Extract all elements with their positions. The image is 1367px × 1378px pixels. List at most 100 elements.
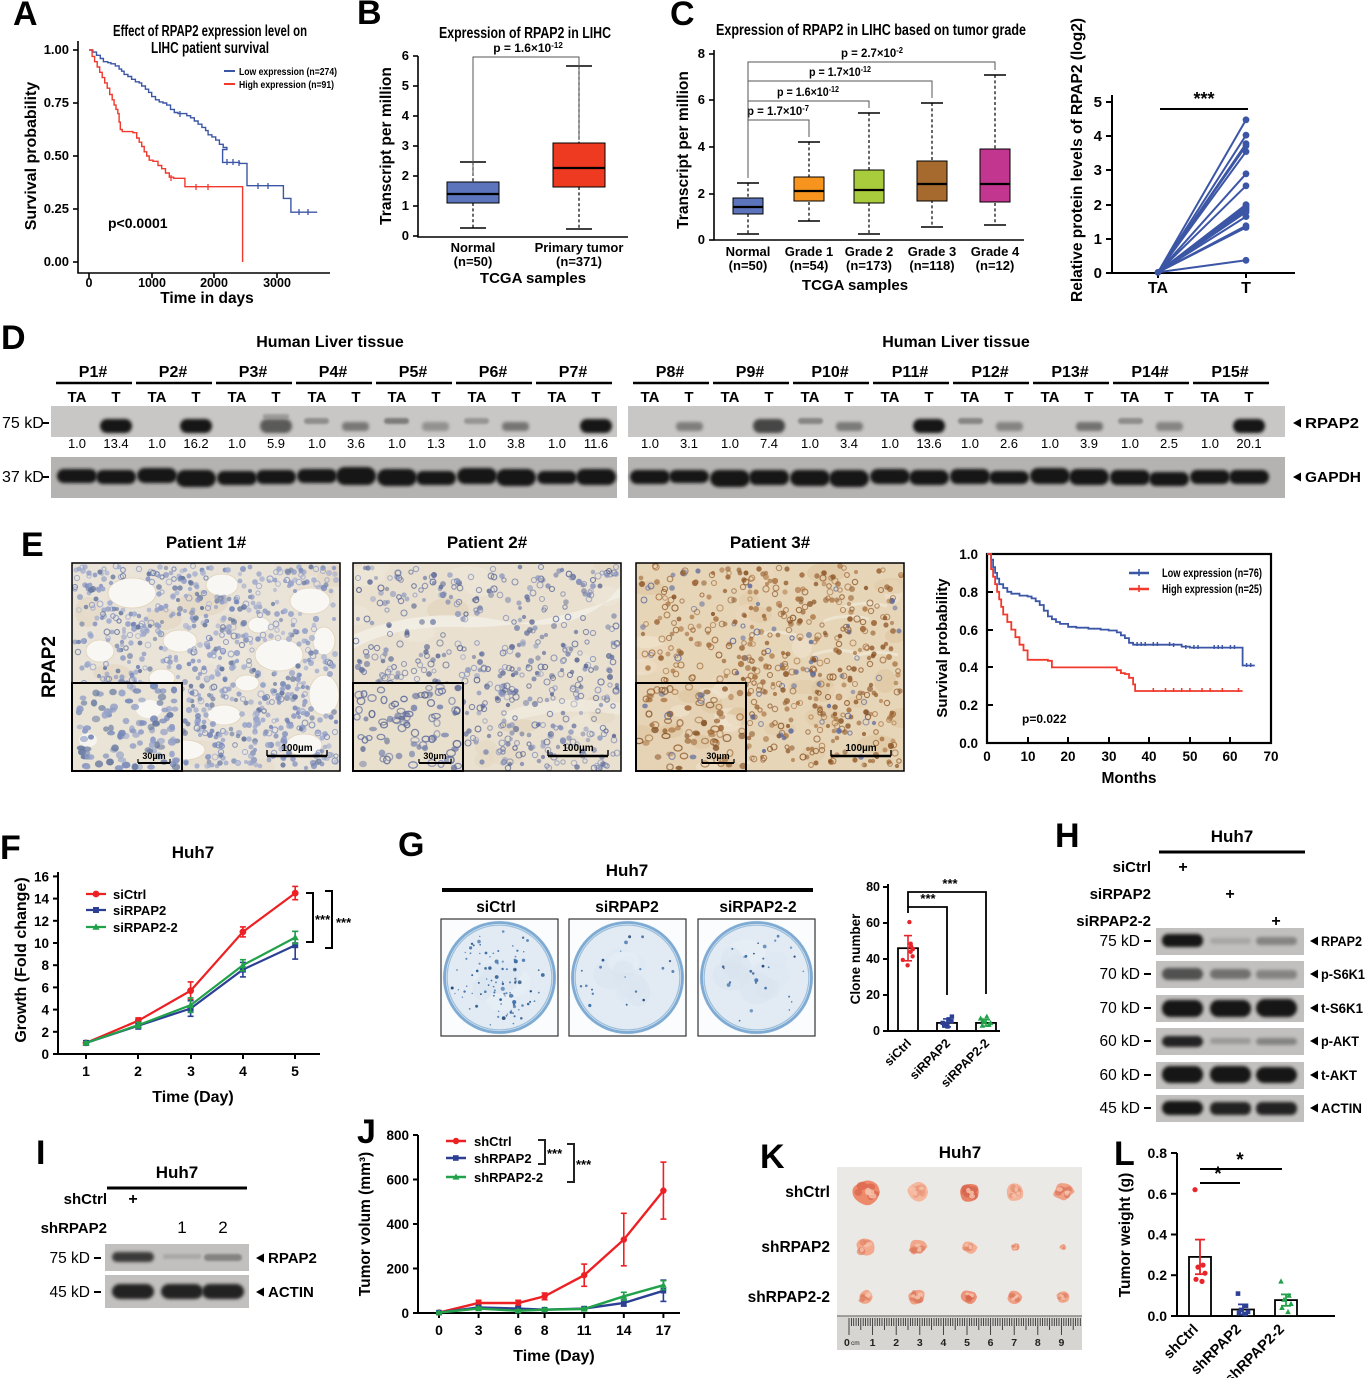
svg-text:(n=173): (n=173)	[846, 258, 892, 273]
svg-text:1.0: 1.0	[548, 436, 566, 451]
svg-text:TA: TA	[148, 389, 167, 406]
svg-text:TA: TA	[388, 389, 407, 406]
svg-text:70 kD: 70 kD	[1100, 966, 1141, 983]
svg-text:13.6: 13.6	[916, 436, 941, 451]
svg-text:TA: TA	[1121, 389, 1140, 406]
svg-text:***: ***	[547, 1146, 563, 1161]
svg-text:16.2: 16.2	[183, 436, 208, 451]
svg-text:3: 3	[187, 1063, 195, 1079]
svg-text:T: T	[924, 389, 933, 406]
svg-text:45 kD: 45 kD	[1100, 1100, 1141, 1117]
svg-text:siRPAP2: siRPAP2	[595, 899, 658, 916]
svg-text:Human Liver tissue: Human Liver tissue	[256, 334, 404, 351]
svg-text:1.0: 1.0	[228, 436, 246, 451]
svg-text:1.0: 1.0	[68, 436, 86, 451]
svg-text:T: T	[1244, 389, 1253, 406]
svg-text:Expression of RPAP2 in LIHC ba: Expression of RPAP2 in LIHC based on tum…	[716, 22, 1026, 39]
svg-text:20.1: 20.1	[1236, 436, 1261, 451]
svg-text:Effect of RPAP2 expression lev: Effect of RPAP2 expression level on	[113, 23, 307, 40]
svg-text:Huh7: Huh7	[939, 1143, 982, 1162]
svg-text:Low expression (n=274): Low expression (n=274)	[239, 66, 337, 78]
svg-text:0.8: 0.8	[1148, 1145, 1168, 1161]
svg-text:200: 200	[386, 1262, 409, 1277]
svg-text:T: T	[764, 389, 773, 406]
svg-text:2: 2	[41, 1025, 49, 1040]
svg-text:2: 2	[893, 1337, 899, 1349]
svg-text:0.50: 0.50	[44, 148, 69, 163]
svg-text:0: 0	[698, 232, 705, 247]
svg-text:Expression of RPAP2 in LIHC: Expression of RPAP2 in LIHC	[439, 25, 611, 42]
svg-text:Relative protein levels of RPA: Relative protein levels of RPAP2 (log2)	[1069, 18, 1086, 302]
svg-text:shCtrl: shCtrl	[785, 1184, 830, 1201]
svg-text:T: T	[111, 389, 120, 406]
svg-text:6: 6	[402, 48, 409, 63]
svg-text:Clone number: Clone number	[848, 913, 863, 1005]
svg-text:Grade 2: Grade 2	[845, 244, 893, 259]
svg-text:3.1: 3.1	[680, 436, 698, 451]
svg-text:20: 20	[866, 988, 880, 1002]
svg-text:2: 2	[1094, 197, 1102, 214]
svg-text:1.0: 1.0	[308, 436, 326, 451]
svg-text:Grade 4: Grade 4	[971, 244, 1020, 259]
svg-text:100µm: 100µm	[562, 743, 593, 754]
svg-text:Growth (Fold change): Growth (Fold change)	[13, 877, 30, 1042]
svg-text:P11#: P11#	[892, 364, 929, 381]
svg-text:TA: TA	[228, 389, 247, 406]
svg-text:0: 0	[435, 1322, 443, 1338]
svg-text:siCtrl: siCtrl	[476, 899, 516, 916]
svg-text:Survival probability: Survival probability	[934, 578, 951, 718]
svg-text:6: 6	[41, 980, 49, 995]
svg-text:5.9: 5.9	[267, 436, 285, 451]
svg-text:13.4: 13.4	[103, 436, 128, 451]
svg-text:RPAP2: RPAP2	[39, 636, 60, 698]
svg-text:3: 3	[402, 138, 409, 153]
svg-text:P14#: P14#	[1131, 364, 1168, 381]
svg-text:T: T	[1004, 389, 1013, 406]
svg-text:6: 6	[514, 1322, 522, 1338]
svg-text:siRPAP2-2: siRPAP2-2	[1076, 913, 1151, 930]
svg-text:75 kD: 75 kD	[1100, 933, 1141, 950]
svg-text:T: T	[511, 389, 520, 406]
svg-text:3: 3	[917, 1337, 923, 1349]
svg-text:1.0: 1.0	[801, 436, 819, 451]
svg-text:60 kD: 60 kD	[1100, 1033, 1141, 1050]
svg-text:1.0: 1.0	[641, 436, 659, 451]
svg-text:3.6: 3.6	[347, 436, 365, 451]
svg-text:TA: TA	[1041, 389, 1060, 406]
svg-text:p-S6K1: p-S6K1	[1321, 967, 1365, 982]
svg-text:3.4: 3.4	[840, 436, 858, 451]
svg-text:1: 1	[402, 198, 409, 213]
svg-text:30µm: 30µm	[423, 751, 446, 761]
svg-text:1: 1	[82, 1063, 90, 1079]
svg-text:siRPAP2-2: siRPAP2-2	[719, 899, 796, 916]
svg-text:2: 2	[218, 1218, 227, 1237]
svg-text:1.0: 1.0	[1201, 436, 1219, 451]
svg-text:*: *	[1214, 1164, 1222, 1185]
svg-text:TA: TA	[881, 389, 900, 406]
svg-text:shRPAP2: shRPAP2	[41, 1220, 107, 1237]
svg-text:75 kD: 75 kD	[2, 415, 44, 432]
svg-text:1.0: 1.0	[1041, 436, 1059, 451]
svg-text:Grade 3: Grade 3	[908, 244, 956, 259]
svg-text:Patient 3#: Patient 3#	[730, 533, 811, 552]
svg-text:70 kD: 70 kD	[1100, 1000, 1141, 1017]
svg-text:0.6: 0.6	[959, 623, 978, 638]
svg-text:P13#: P13#	[1051, 364, 1088, 381]
svg-text:p = 1.6×10-12: p = 1.6×10-12	[493, 41, 563, 56]
svg-text:4: 4	[402, 108, 410, 123]
svg-text:0: 0	[873, 1024, 880, 1038]
svg-text:TA: TA	[1201, 389, 1220, 406]
svg-text:Time (Day): Time (Day)	[152, 1089, 234, 1106]
svg-text:RPAP2: RPAP2	[1305, 416, 1359, 432]
svg-text:TA: TA	[68, 389, 87, 406]
svg-text:TA: TA	[1148, 280, 1169, 297]
svg-text:Survival probability: Survival probability	[23, 82, 40, 231]
svg-text:9: 9	[1058, 1337, 1064, 1349]
svg-text:20: 20	[1060, 749, 1075, 764]
svg-text:0.00: 0.00	[44, 254, 69, 269]
svg-text:6: 6	[698, 92, 705, 107]
svg-text:1.0: 1.0	[148, 436, 166, 451]
svg-text:T: T	[191, 389, 200, 406]
svg-text:Tumor volum (mm³): Tumor volum (mm³)	[357, 1152, 374, 1296]
svg-text:8: 8	[1035, 1337, 1041, 1349]
